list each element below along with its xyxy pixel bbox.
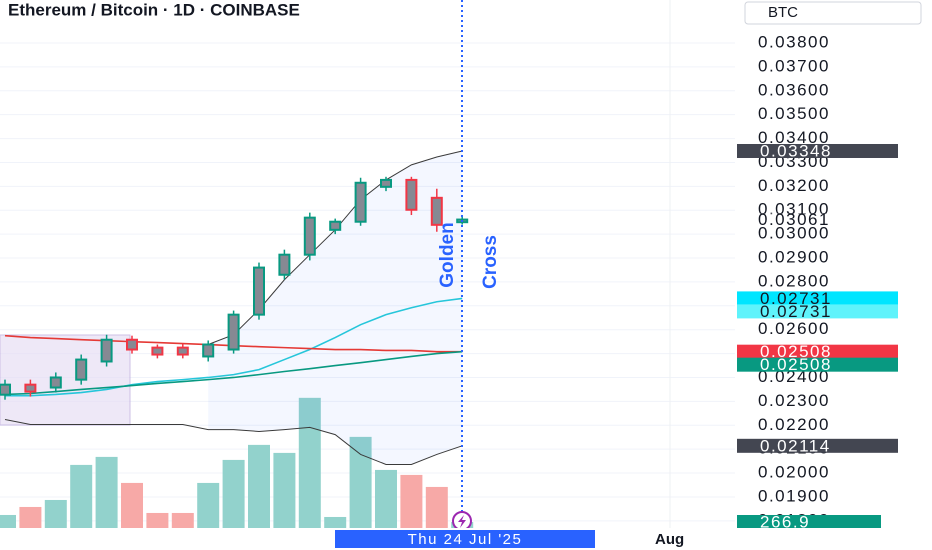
overlay-line — [5, 297, 463, 397]
candle-body — [329, 220, 342, 231]
candle-body — [405, 178, 418, 211]
volume-bar — [222, 459, 245, 528]
currency: BTC — [768, 4, 798, 21]
volume-bar — [298, 397, 321, 528]
price-label: 0.02731 — [760, 302, 832, 321]
candle-body — [151, 346, 164, 356]
volume-bar — [19, 506, 42, 528]
price-label: 0.02731 — [760, 289, 832, 308]
x-tick-label: Aug — [655, 531, 684, 548]
candle-body — [176, 346, 189, 356]
price-label-box — [737, 344, 898, 359]
candle-body — [430, 196, 443, 226]
volume-bar — [425, 486, 448, 528]
price-axis: 0.03800 0.03700 0.03600 0.03500 0.034000.033… — [735, 26, 932, 531]
y-tick-label: 0.03400 — [758, 128, 830, 147]
candle-body — [49, 376, 62, 389]
y-tick-label: 0.01900 — [758, 486, 830, 505]
y-tick-label: 0.03800 — [758, 32, 830, 51]
overlay-line — [4, 350, 463, 396]
y-tick-label: 0.02800 — [758, 271, 830, 290]
price-label-box — [737, 357, 898, 372]
candle-body — [380, 178, 392, 188]
candle-body — [202, 343, 215, 358]
overlay-line — [4, 419, 463, 465]
volume-bar — [349, 436, 372, 528]
y-tick-label: 0.03000 — [758, 224, 830, 243]
band-fill — [208, 150, 463, 465]
y-tick-label: 0.02600 — [758, 319, 830, 338]
y-tick-label: 0.02200 — [758, 415, 830, 434]
volume-bar — [273, 452, 296, 528]
y-tick-label: 0.03500 — [758, 104, 830, 123]
price-label-box — [737, 143, 898, 158]
candle-body — [278, 253, 291, 276]
currency-box[interactable] — [744, 1, 922, 25]
volume-bar — [400, 474, 423, 528]
crosshair-label-box — [335, 530, 595, 548]
candle-body — [253, 266, 265, 316]
candle-body — [24, 383, 37, 393]
volume-bar — [248, 444, 270, 528]
volume-label-box — [737, 515, 881, 529]
volume-bar — [171, 512, 194, 528]
candle-body — [0, 383, 11, 396]
marks — [0, 150, 474, 528]
volume-bar — [324, 516, 347, 528]
price-label-box — [737, 304, 898, 319]
price-label-box — [737, 213, 898, 226]
y-tick-label: 0.03700 — [758, 56, 830, 75]
annotation: Golden — [437, 222, 458, 287]
volume-bar — [121, 482, 143, 528]
event-icon-bolt — [458, 515, 466, 528]
volume-bar — [375, 469, 397, 528]
volume-bar — [95, 456, 118, 528]
crosshair-label: Thu 24 Jul '25 — [408, 531, 523, 548]
y-tick-label: 0.02000 — [758, 463, 830, 482]
y-tick-label: 0.02300 — [758, 391, 830, 410]
price-label: 0.02114 — [760, 436, 831, 455]
price-label-box — [737, 291, 898, 306]
price-label: 0.02508 — [760, 342, 832, 361]
volume-bar — [70, 464, 93, 528]
plot — [0, 42, 735, 522]
annotation: Cross — [480, 235, 501, 289]
candle-body — [303, 216, 316, 256]
candle-body — [227, 313, 240, 351]
candle-body — [354, 181, 367, 223]
volume-bar — [0, 514, 16, 528]
candle-body — [75, 358, 88, 381]
candle-body — [126, 338, 138, 351]
volume-bar — [44, 499, 67, 528]
last-price-label: 0.03061 — [758, 210, 830, 229]
volume-label: 266.9 — [760, 512, 810, 531]
y-tick-label: 0.03200 — [758, 176, 830, 195]
price-label: 0.02508 — [760, 355, 832, 374]
y-tick-label: 0.03600 — [758, 80, 830, 99]
y-tick-label: 0.02400 — [758, 367, 830, 386]
price-label: 0.03348 — [760, 141, 832, 160]
candle-body — [100, 338, 113, 363]
volume-bar — [197, 482, 220, 528]
price-label-box — [737, 438, 898, 453]
volume-bar — [146, 512, 169, 528]
y-tick-label: 0.02900 — [758, 248, 830, 267]
chart-title: Ethereum / Bitcoin · 1D · COINBASE — [8, 0, 300, 19]
